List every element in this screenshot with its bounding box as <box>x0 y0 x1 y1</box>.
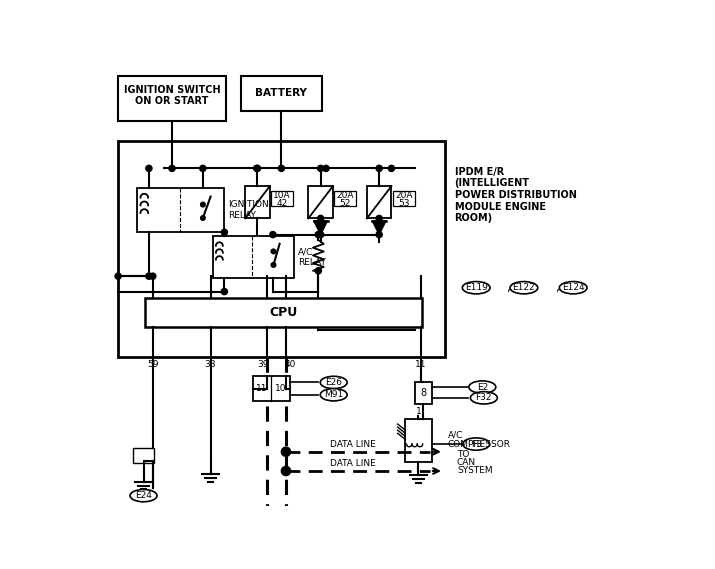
Text: E2: E2 <box>477 382 488 391</box>
Circle shape <box>271 263 276 267</box>
Circle shape <box>201 203 205 207</box>
Circle shape <box>270 232 276 238</box>
Text: 20A: 20A <box>337 191 354 200</box>
Text: COMPRESSOR: COMPRESSOR <box>448 440 511 450</box>
Circle shape <box>271 249 276 254</box>
Ellipse shape <box>463 438 490 450</box>
Text: CAN: CAN <box>457 458 476 467</box>
Ellipse shape <box>510 282 538 294</box>
Polygon shape <box>314 221 327 234</box>
Circle shape <box>146 273 152 279</box>
Text: CPU: CPU <box>270 306 297 319</box>
Circle shape <box>388 166 395 171</box>
Bar <box>415 382 432 404</box>
Circle shape <box>199 166 206 171</box>
Ellipse shape <box>320 389 347 401</box>
Bar <box>133 448 154 463</box>
Text: A/C: A/C <box>298 247 314 256</box>
Circle shape <box>317 215 324 221</box>
Text: M91: M91 <box>324 390 343 399</box>
Bar <box>367 186 392 218</box>
Text: TO: TO <box>457 450 469 459</box>
Text: 11: 11 <box>257 384 268 393</box>
Text: 42: 42 <box>277 199 287 208</box>
Ellipse shape <box>469 381 495 393</box>
Text: 20A: 20A <box>395 191 413 200</box>
Text: 53: 53 <box>398 199 410 208</box>
Circle shape <box>255 166 260 171</box>
Ellipse shape <box>559 282 587 294</box>
Bar <box>242 76 322 110</box>
Text: 52: 52 <box>340 199 351 208</box>
Circle shape <box>376 232 383 238</box>
Text: ON OR START: ON OR START <box>135 96 209 106</box>
Text: IPDM E/R
(INTELLIGENT
POWER DISTRIBUTION
MODULE ENGINE
ROOM): IPDM E/R (INTELLIGENT POWER DISTRIBUTION… <box>455 167 576 223</box>
Bar <box>253 376 290 401</box>
Bar <box>272 191 293 206</box>
Circle shape <box>222 288 227 295</box>
Text: DATA LINE: DATA LINE <box>330 439 376 448</box>
Circle shape <box>317 232 324 238</box>
Circle shape <box>317 166 324 171</box>
Circle shape <box>115 273 121 279</box>
Text: E24: E24 <box>135 491 152 500</box>
Circle shape <box>278 166 285 171</box>
Text: E119: E119 <box>465 283 488 292</box>
Text: 8: 8 <box>420 388 426 398</box>
Text: ,: , <box>507 281 511 294</box>
Text: 1: 1 <box>415 407 421 416</box>
Text: 11: 11 <box>415 360 426 369</box>
Circle shape <box>201 216 205 220</box>
Bar <box>213 236 294 278</box>
Text: DATA LINE: DATA LINE <box>330 459 376 468</box>
Bar <box>308 186 333 218</box>
Circle shape <box>315 232 321 238</box>
Polygon shape <box>373 221 386 234</box>
Circle shape <box>254 166 260 171</box>
Ellipse shape <box>470 391 498 404</box>
Text: F3: F3 <box>470 439 482 448</box>
Text: E124: E124 <box>562 283 584 292</box>
Text: 39: 39 <box>257 360 269 369</box>
Text: RELAY: RELAY <box>298 258 326 267</box>
Text: ,: , <box>556 281 560 294</box>
Ellipse shape <box>130 489 157 502</box>
Circle shape <box>149 273 156 279</box>
Text: IGNITION: IGNITION <box>228 200 269 209</box>
Text: RELAY: RELAY <box>228 211 256 220</box>
Text: E122: E122 <box>513 283 536 292</box>
Text: 10A: 10A <box>273 191 291 200</box>
Ellipse shape <box>320 376 347 389</box>
Circle shape <box>323 166 329 171</box>
Text: BATTERY: BATTERY <box>255 88 307 98</box>
Circle shape <box>282 447 290 456</box>
Circle shape <box>376 166 383 171</box>
Text: 10: 10 <box>275 384 286 393</box>
Circle shape <box>315 267 321 274</box>
Circle shape <box>169 166 175 171</box>
Circle shape <box>146 166 152 171</box>
Text: SYSTEM: SYSTEM <box>457 467 493 476</box>
Circle shape <box>222 229 227 236</box>
Bar <box>118 76 226 121</box>
Text: E26: E26 <box>325 378 342 387</box>
Bar <box>393 191 415 206</box>
Bar <box>145 298 423 327</box>
Text: IGNITION SWITCH: IGNITION SWITCH <box>124 85 220 95</box>
Bar <box>118 142 445 357</box>
Text: F32: F32 <box>475 393 492 402</box>
Circle shape <box>282 467 290 476</box>
Text: 59: 59 <box>147 360 159 369</box>
Ellipse shape <box>463 282 490 294</box>
Circle shape <box>376 215 383 221</box>
Bar <box>137 188 224 232</box>
Text: 40: 40 <box>284 360 295 369</box>
Text: 38: 38 <box>204 360 216 369</box>
Bar <box>405 419 432 462</box>
Text: A/C: A/C <box>448 430 463 439</box>
Bar <box>245 186 270 218</box>
Bar <box>335 191 356 206</box>
